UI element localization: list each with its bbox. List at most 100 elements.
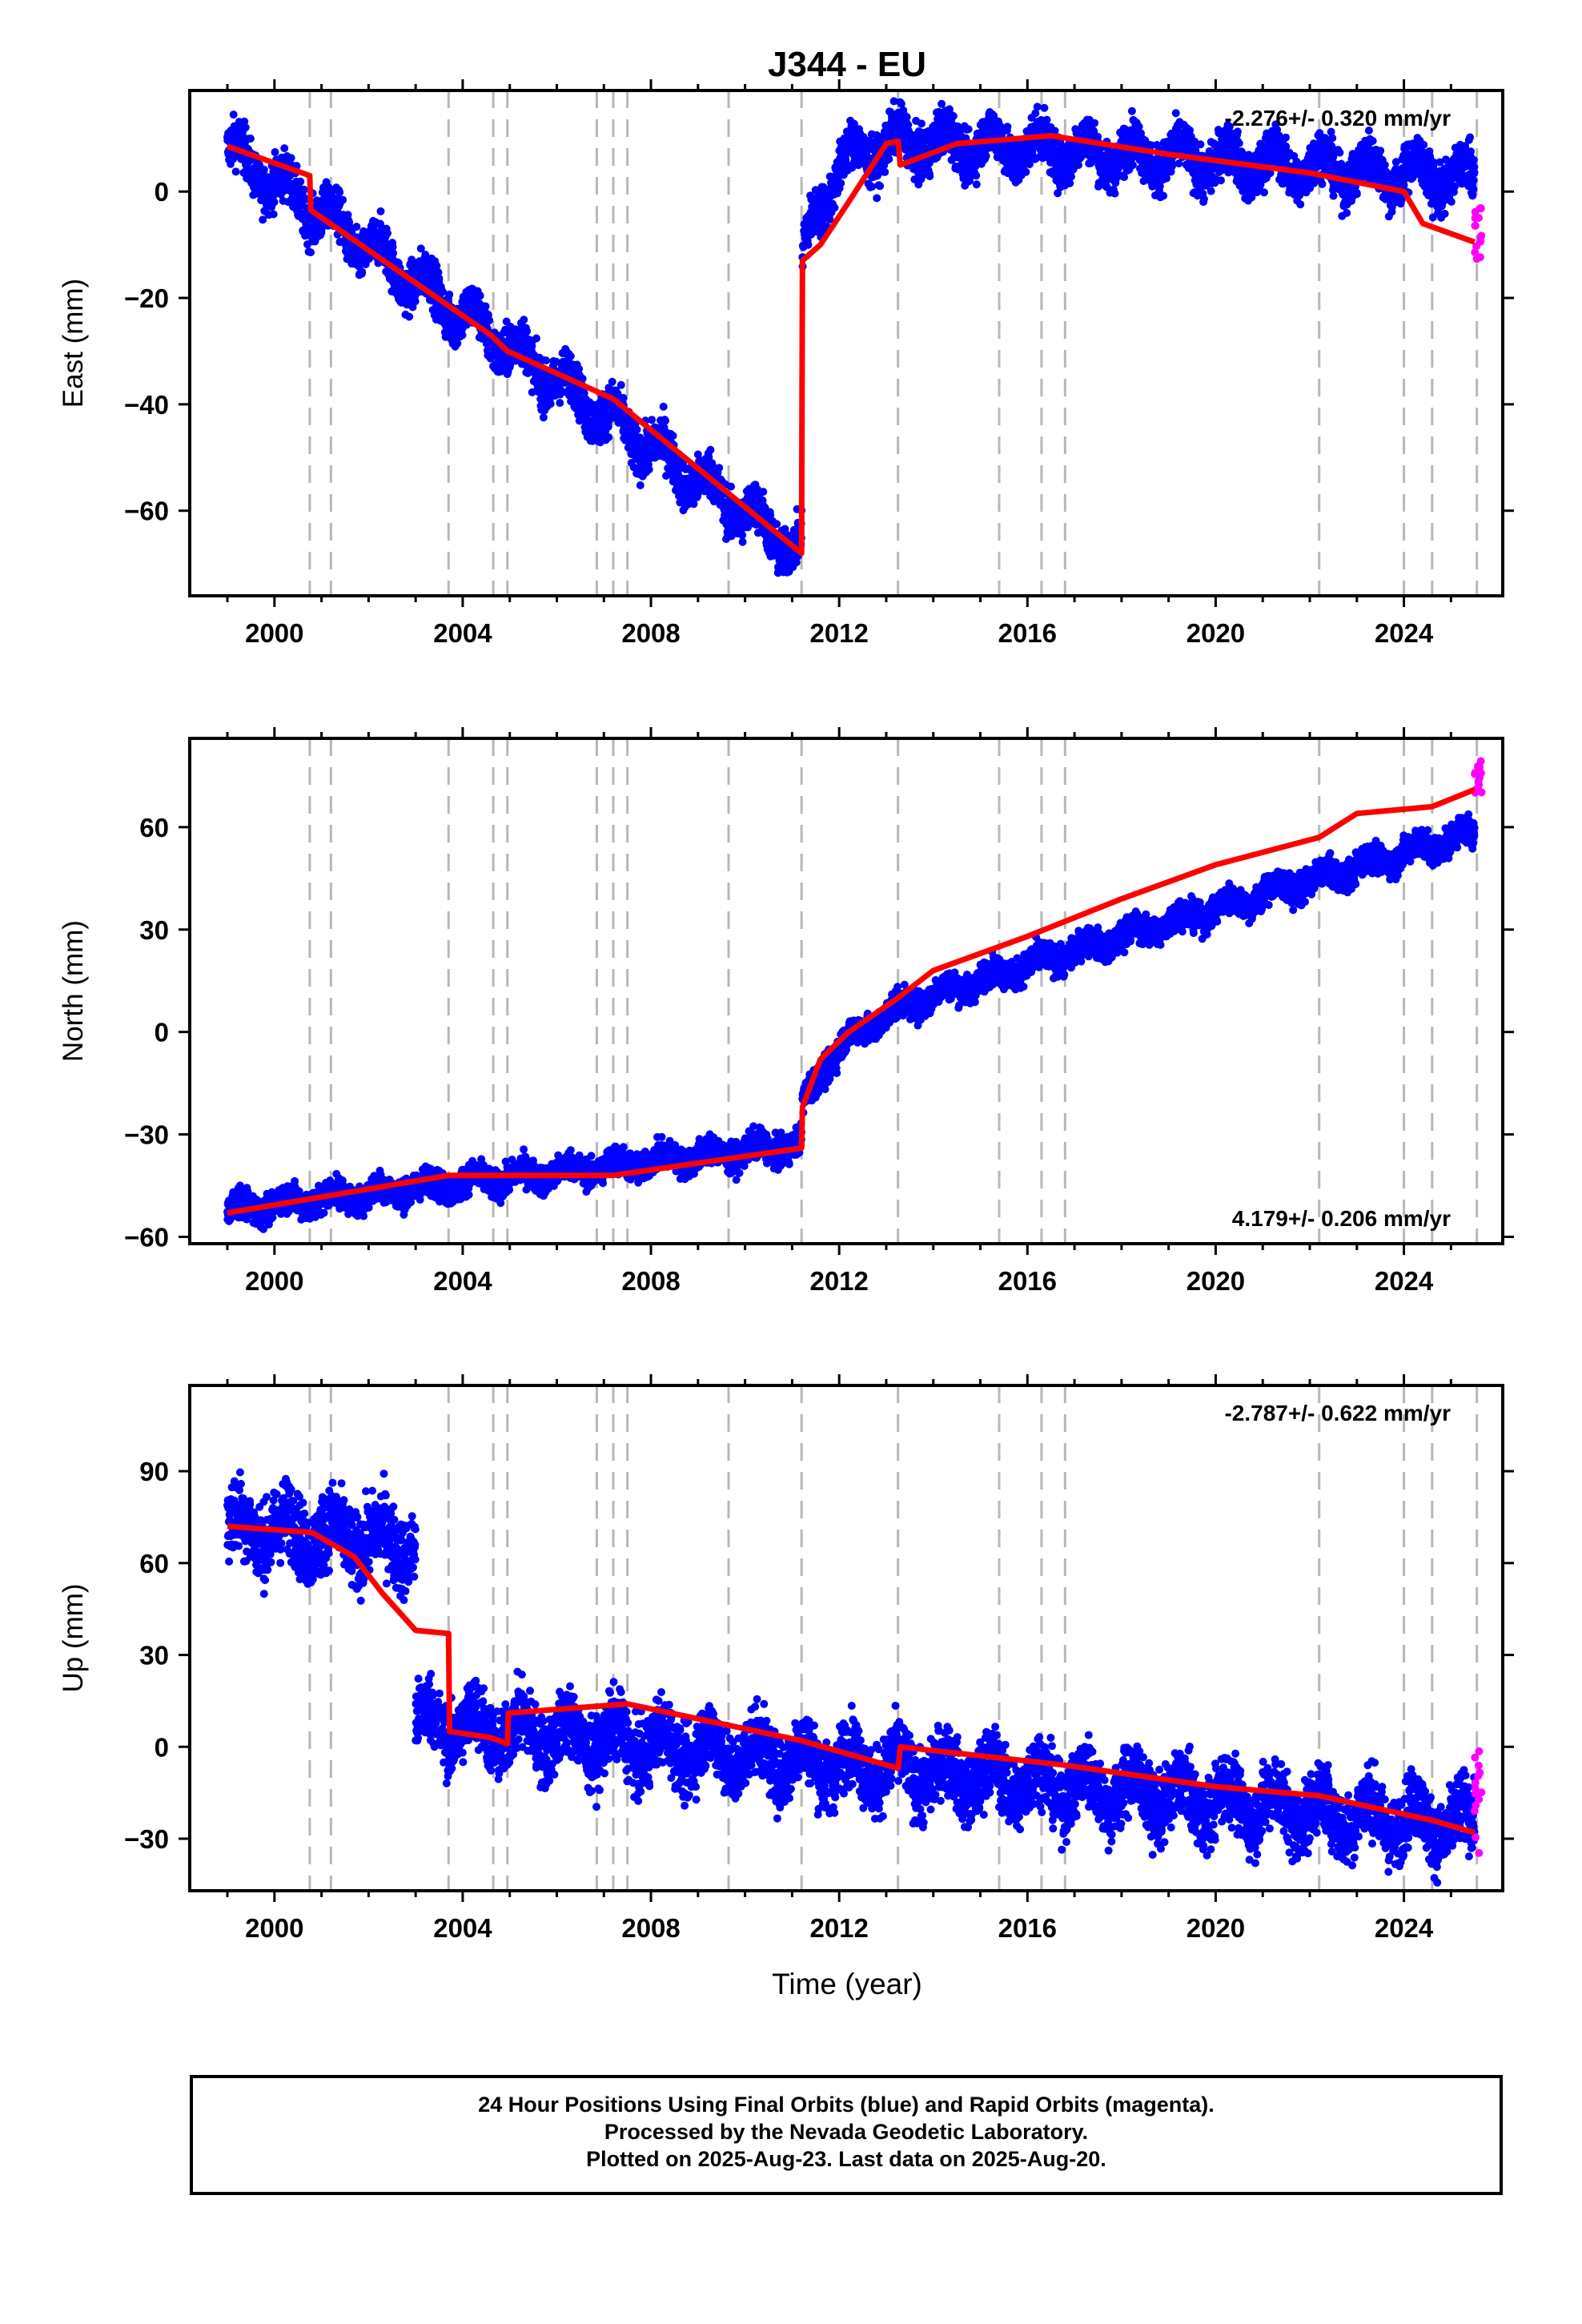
- data-point: [388, 243, 397, 251]
- data-point: [542, 356, 551, 365]
- data-point: [619, 393, 628, 402]
- data-point: [1067, 172, 1075, 181]
- data-point: [259, 165, 268, 174]
- data-point: [964, 125, 973, 134]
- data-point: [405, 312, 414, 321]
- data-point: [246, 135, 255, 143]
- data-point: [280, 144, 289, 153]
- data-point: [949, 111, 958, 120]
- data-point: [632, 425, 641, 434]
- data-point: [1196, 140, 1205, 149]
- data-point: [269, 210, 278, 219]
- data-point: [566, 352, 575, 360]
- data-point: [241, 123, 250, 132]
- data-point: [389, 249, 398, 257]
- data-point: [231, 167, 240, 176]
- data-point: [972, 171, 981, 180]
- data-point: [876, 182, 885, 191]
- panel-east: 2000 2004 2008 2012 2016 2020 20240−20−40−60Ea…: [58, 79, 1514, 648]
- data-point: [868, 183, 877, 191]
- data-point: [324, 183, 333, 191]
- data-point: [648, 416, 656, 424]
- data-point: [1040, 103, 1049, 112]
- data-point: [287, 154, 295, 163]
- data-point: [532, 334, 540, 343]
- data-point: [902, 113, 911, 122]
- data-point: [481, 302, 490, 311]
- data-point: [376, 207, 385, 215]
- data-point: [434, 268, 443, 277]
- data-point: [1022, 167, 1030, 176]
- data-point: [1127, 107, 1136, 115]
- data-point: [873, 194, 881, 203]
- data-point: [1090, 119, 1099, 127]
- data-point: [1066, 179, 1074, 187]
- data-point: [458, 331, 467, 340]
- data-point: [1260, 188, 1268, 197]
- data-point: [416, 244, 425, 253]
- data-point: [715, 464, 724, 472]
- data-point: [556, 399, 564, 408]
- data-point: [1217, 176, 1225, 185]
- data-point: [917, 119, 926, 128]
- data-point: [296, 177, 305, 186]
- data-point: [271, 148, 279, 156]
- data-point: [926, 172, 934, 181]
- data-point: [358, 267, 367, 276]
- data-point: [476, 292, 484, 300]
- data-point: [804, 240, 813, 249]
- data-point: [837, 179, 845, 187]
- data-point: [229, 111, 238, 119]
- data-point: [345, 218, 354, 227]
- data-point: [432, 261, 441, 270]
- data-point: [608, 377, 616, 386]
- data-point: [259, 215, 267, 224]
- data-point: [636, 481, 644, 489]
- data-point: [659, 402, 668, 411]
- data-point: [604, 433, 613, 441]
- data-point: [299, 185, 308, 194]
- data-point: [773, 520, 781, 529]
- data-point: [982, 151, 990, 160]
- data-point: [738, 537, 747, 546]
- data-point: [1042, 115, 1051, 124]
- data-point: [1199, 195, 1208, 203]
- data-point: [520, 316, 528, 324]
- data-point: [411, 297, 420, 306]
- data-point: [352, 223, 361, 231]
- data-point: [759, 488, 768, 497]
- data-point: [439, 287, 447, 296]
- data-point: [830, 203, 839, 212]
- data-point: [453, 339, 462, 348]
- data-point: [523, 327, 532, 336]
- data-point: [669, 432, 677, 440]
- data-point: [1171, 109, 1180, 118]
- data-point: [1207, 187, 1215, 195]
- data-point: [270, 198, 279, 207]
- data-point: [485, 316, 494, 324]
- data-point: [972, 180, 981, 189]
- data-point: [661, 416, 669, 425]
- data-point: [383, 229, 391, 238]
- data-point: [727, 482, 735, 491]
- chart-title: J344 - EU: [768, 45, 926, 84]
- data-point: [1033, 103, 1042, 111]
- data-point: [546, 400, 555, 408]
- data-point: [616, 380, 625, 389]
- data-point: [881, 167, 889, 176]
- data-point: [1162, 174, 1170, 183]
- data-point: [706, 445, 715, 454]
- data-point: [539, 413, 548, 422]
- data-point: [1129, 161, 1137, 170]
- data-point: [644, 465, 653, 474]
- data-point: [1110, 189, 1119, 198]
- data-point: [339, 195, 347, 204]
- data-point: [445, 290, 454, 299]
- data-point: [335, 188, 344, 197]
- data-point: [307, 248, 315, 257]
- data-point: [1003, 123, 1012, 131]
- data-point: [1159, 191, 1168, 200]
- data-point: [435, 274, 444, 283]
- data-point: [1235, 139, 1243, 147]
